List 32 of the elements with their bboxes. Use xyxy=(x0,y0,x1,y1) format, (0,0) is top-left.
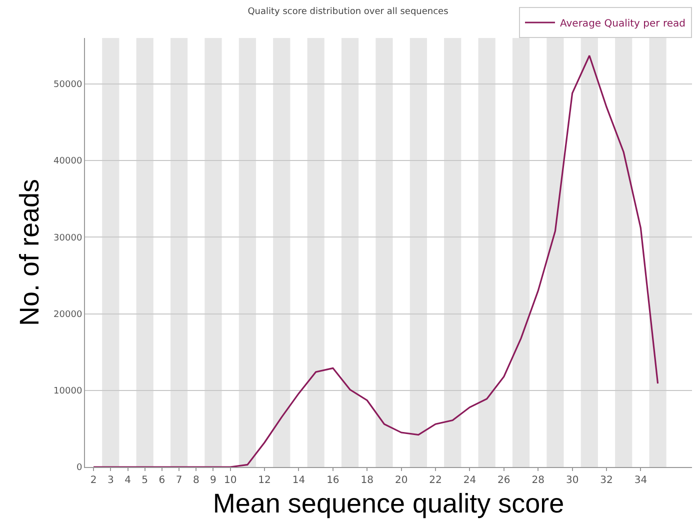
x-tick-label: 24 xyxy=(463,475,476,486)
x-tick-label: 34 xyxy=(634,475,648,486)
line-series xyxy=(92,54,659,467)
x-tick-label: 18 xyxy=(360,475,374,486)
x-tick-label: 20 xyxy=(394,475,408,486)
x-tick-label: 32 xyxy=(600,475,613,486)
x-tick-label: 14 xyxy=(292,475,306,486)
x-tick-label: 9 xyxy=(210,475,216,486)
x-tick-label: 6 xyxy=(158,475,166,486)
y-tick-label: 20000 xyxy=(54,310,82,320)
y-tick-label: 10000 xyxy=(54,386,82,397)
y-tick-label: 0 xyxy=(76,463,82,474)
x-axis-title: Mean sequence quality score xyxy=(212,488,564,518)
x-tick-label: 12 xyxy=(258,475,271,486)
y-tick-label: 40000 xyxy=(54,156,82,167)
x-tick-label: 5 xyxy=(142,475,148,486)
y-tick-label: 30000 xyxy=(54,233,82,244)
x-tick-label: 8 xyxy=(192,475,200,486)
x-tick-label: 4 xyxy=(124,475,131,486)
x-tick-label: 28 xyxy=(532,475,544,486)
x-tick-label: 2 xyxy=(90,475,97,486)
legend-label: Average Quality per read xyxy=(560,18,686,30)
y-axis-title: No. of reads xyxy=(14,178,45,326)
chart-title: Quality score distribution over all sequences xyxy=(248,7,449,18)
x-tick-label: 30 xyxy=(566,475,579,486)
x-tick-label: 26 xyxy=(498,475,510,486)
y-tick-label: 50000 xyxy=(54,80,82,90)
x-tick-label: 7 xyxy=(176,475,182,486)
x-tick-label: 16 xyxy=(326,475,340,486)
x-tick-label: 10 xyxy=(224,475,237,486)
x-tick-label: 22 xyxy=(429,475,442,486)
x-tick-label: 3 xyxy=(107,475,114,486)
